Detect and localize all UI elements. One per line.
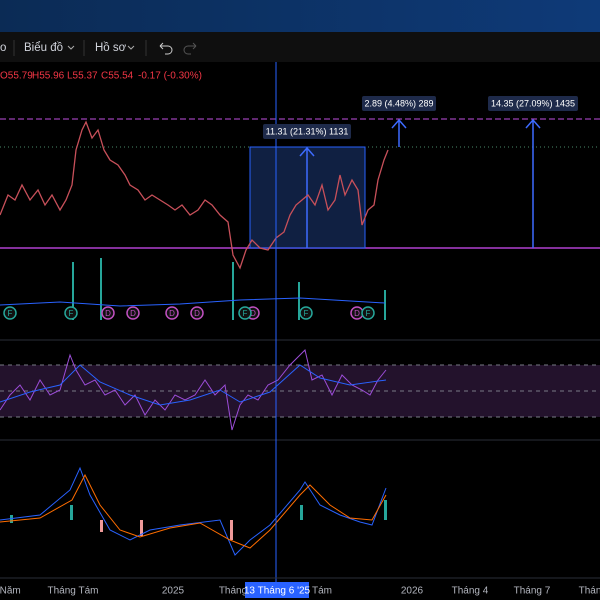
ohlc-high: H55.96 <box>32 71 65 82</box>
measure-label-bg <box>488 96 578 111</box>
ohlc: O55.79 H55.96 L55.37 C55.54 -0.17 (-0.30… <box>0 71 202 82</box>
event-label: F <box>304 309 309 318</box>
volume-ma <box>0 297 386 307</box>
event-marker <box>299 306 313 320</box>
time-label: Tám <box>312 586 332 597</box>
toolbar <box>0 32 600 62</box>
event-marker <box>3 306 17 320</box>
title-bar <box>0 0 600 32</box>
ohlc-close: C55.54 <box>101 71 134 82</box>
rsi-ma <box>0 364 387 406</box>
event-label: F <box>366 309 371 318</box>
measure-label-bg <box>263 124 351 139</box>
time-label: g Năm <box>0 586 21 597</box>
ohlc-open: O55.79 <box>0 71 33 82</box>
event-marker <box>126 306 140 320</box>
time-label: Tháng Tám <box>48 586 99 597</box>
volume <box>72 258 386 320</box>
measure-label: 2.89 (4.48%) 289 <box>364 98 433 108</box>
event-marker <box>64 306 78 320</box>
event-label: D <box>130 309 136 318</box>
event-label: D <box>105 309 111 318</box>
toolbar-item[interactable]: o <box>0 42 6 54</box>
undo[interactable] <box>159 42 173 55</box>
event-label: D <box>169 309 175 318</box>
ohlc-change: -0.17 (-0.30%) <box>138 71 202 82</box>
macd <box>0 466 387 556</box>
measure-label: 11.31 (21.31%) 1131 <box>266 126 349 136</box>
arrows <box>299 118 541 248</box>
toolbar-item[interactable]: Biểu đồ <box>24 42 63 54</box>
time-label: Tháng 4 <box>452 586 489 597</box>
time-label: Tháng 7 <box>514 586 551 597</box>
macd-signal <box>0 473 387 549</box>
time-label: 2026 <box>401 586 424 597</box>
event-marker <box>238 306 252 320</box>
time-label: Tháng <box>219 586 247 597</box>
redo[interactable] <box>183 42 197 55</box>
event-marker <box>165 306 179 320</box>
event-label: F <box>243 309 248 318</box>
toolbar-item[interactable]: Hồ sơ <box>95 42 127 54</box>
event-label: F <box>69 309 74 318</box>
event-label: D <box>250 309 256 318</box>
measure-label: 14.35 (27.09%) 1435 <box>491 98 575 108</box>
ohlc-low: L55.37 <box>67 71 98 82</box>
crosshair-label-bg <box>245 582 309 598</box>
rsi <box>0 349 387 431</box>
event-label: D <box>354 309 360 318</box>
event-marker <box>361 306 375 320</box>
macd-histogram <box>10 500 387 540</box>
event-label: D <box>194 309 200 318</box>
event-label: F <box>8 309 13 318</box>
time-label: Thán <box>579 586 600 597</box>
event-marker <box>190 306 204 320</box>
price-series <box>0 120 389 270</box>
measure-label-bg <box>362 96 436 111</box>
crosshair-label: 13 Tháng 6 '25 <box>244 586 311 597</box>
time-label: 2025 <box>162 586 185 597</box>
event-marker <box>101 306 115 320</box>
